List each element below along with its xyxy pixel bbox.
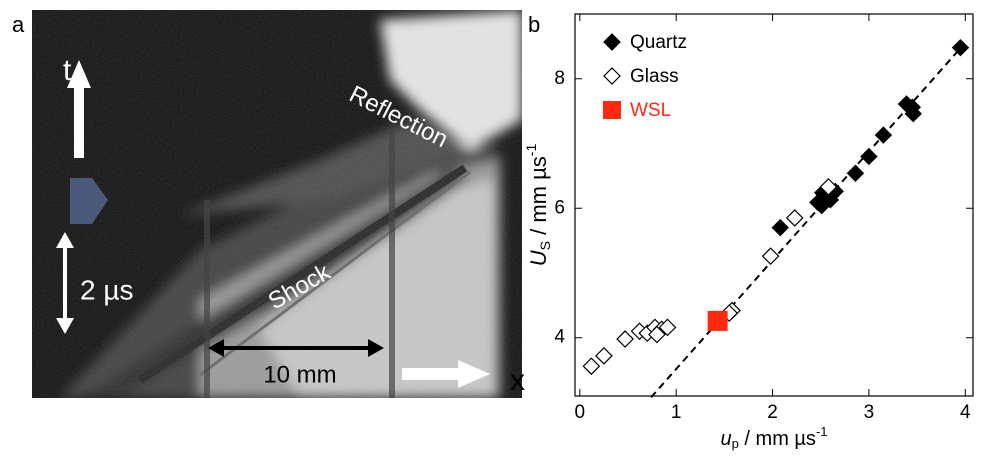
x-label-exponent: -1 — [816, 424, 828, 439]
x-tick-label: 3 — [864, 402, 875, 423]
y-label-symbol: U — [526, 250, 551, 266]
marker-arrow — [70, 178, 108, 224]
quartz-point — [951, 38, 970, 57]
length-scale-label: 10 mm — [263, 361, 336, 388]
quartz-point — [846, 164, 865, 182]
x-label-unit: / mm µs — [739, 428, 816, 450]
plot-frame — [574, 13, 974, 397]
time-scale-label: 2 µs — [80, 274, 133, 305]
panel-label: a — [12, 12, 25, 37]
time-scale-arrow — [56, 232, 74, 334]
glass-point — [819, 178, 838, 196]
quartz-point — [771, 218, 789, 237]
legend-marker — [603, 101, 621, 119]
quartz-point — [874, 126, 893, 144]
quartz-point — [860, 147, 878, 166]
time-arrow — [67, 60, 91, 158]
legend-marker — [603, 67, 621, 85]
x-label-subscript: p — [732, 436, 739, 451]
quartz-point — [904, 105, 922, 123]
time-axis-label: t — [63, 54, 72, 87]
y-label-subscript: S — [537, 241, 553, 250]
glass-point — [595, 347, 613, 365]
space-axis-label: x — [510, 364, 525, 397]
x-axis-label: up / mm µs-1 — [721, 424, 828, 451]
y-tick-label: 6 — [554, 197, 565, 218]
glass-point — [658, 318, 677, 337]
glass-point — [785, 209, 804, 227]
legend-marker — [603, 33, 621, 51]
y-label-exponent: -1 — [523, 144, 539, 157]
length-scale-arrow — [208, 339, 384, 357]
y-tick-label: 4 — [554, 327, 565, 348]
legend-label: WSL — [630, 100, 671, 121]
x-label-symbol: u — [721, 428, 732, 450]
panel-label: b — [528, 12, 540, 37]
y-label-unit: / mm µs — [526, 156, 551, 241]
x-tick-label: 0 — [575, 402, 586, 423]
x-tick-label: 1 — [671, 402, 682, 423]
glass-point — [582, 357, 601, 376]
fit-line — [650, 43, 966, 398]
x-tick-label: 2 — [767, 402, 778, 423]
streak-image — [32, 10, 522, 398]
y-axis-label: US / mm µs-1 — [523, 144, 553, 267]
space-arrow — [402, 360, 490, 388]
x-tick-label: 4 — [960, 402, 971, 423]
y-tick-label: 8 — [554, 68, 565, 89]
glass-point — [761, 247, 780, 265]
wsl-point — [707, 310, 728, 331]
glass-point — [616, 330, 634, 348]
glass-point — [648, 325, 666, 344]
legend-label: Quartz — [630, 32, 687, 53]
legend-label: Glass — [630, 66, 679, 87]
